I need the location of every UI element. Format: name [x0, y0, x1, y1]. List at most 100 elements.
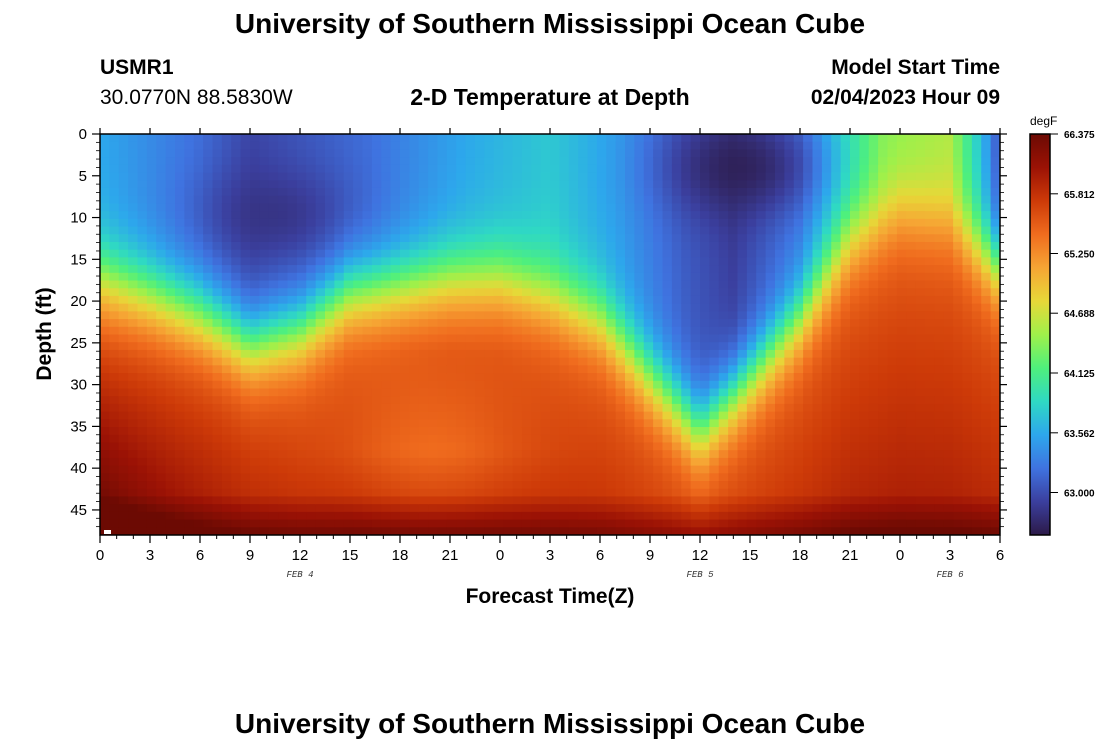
- heatmap-cell: [184, 319, 195, 328]
- heatmap-cell: [521, 157, 532, 166]
- heatmap-cell: [906, 450, 917, 459]
- heatmap-cell: [475, 457, 485, 467]
- heatmap-cell: [531, 311, 542, 320]
- heatmap-cell: [596, 396, 607, 405]
- heatmap-cell: [793, 419, 804, 428]
- heatmap-cell: [390, 319, 401, 328]
- heatmap-cell: [437, 141, 448, 151]
- heatmap-cell: [334, 226, 345, 235]
- heatmap-cell: [334, 334, 345, 343]
- heatmap-cell: [559, 334, 570, 343]
- heatmap-cell: [512, 419, 523, 428]
- heatmap-cell: [231, 257, 242, 266]
- heatmap-cell: [343, 226, 354, 235]
- heatmap-cell: [737, 511, 748, 521]
- heatmap-cell: [615, 319, 626, 328]
- heatmap-cell: [306, 303, 317, 312]
- heatmap-cell: [887, 303, 898, 312]
- heatmap-cell: [550, 419, 560, 428]
- heatmap-cell: [437, 496, 448, 505]
- heatmap-cell: [306, 187, 317, 197]
- heatmap-cell: [203, 172, 214, 181]
- heatmap-cell: [868, 334, 879, 343]
- heatmap-cell: [109, 450, 120, 459]
- heatmap-cell: [775, 241, 785, 251]
- heatmap-cell: [278, 442, 289, 451]
- heatmap-cell: [512, 473, 523, 482]
- heatmap-cell: [850, 481, 860, 490]
- heatmap-cell: [812, 141, 823, 151]
- heatmap-cell: [315, 187, 326, 197]
- heatmap-cell: [896, 396, 907, 405]
- heatmap-cell: [184, 195, 195, 204]
- heatmap-cell: [803, 511, 814, 521]
- heatmap-cell: [456, 396, 467, 405]
- heatmap-cell: [887, 334, 898, 343]
- heatmap-cell: [296, 396, 307, 405]
- heatmap-cell: [803, 396, 814, 405]
- heatmap-cell: [925, 141, 935, 151]
- heatmap-cell: [156, 141, 167, 151]
- heatmap-cell: [784, 349, 795, 359]
- heatmap-cell: [353, 265, 364, 274]
- heatmap-cell: [943, 134, 954, 143]
- heatmap-cell: [306, 527, 317, 535]
- heatmap-cell: [437, 319, 448, 328]
- heatmap-cell: [737, 272, 748, 282]
- heatmap-cell: [662, 411, 673, 420]
- heatmap-cell: [503, 164, 514, 174]
- heatmap-cell: [212, 388, 223, 397]
- heatmap-cell: [165, 427, 176, 436]
- heatmap-cell: [484, 265, 495, 274]
- heatmap-cell: [100, 403, 110, 413]
- heatmap-cell: [315, 319, 326, 328]
- heatmap-cell: [756, 326, 767, 336]
- heatmap-cell: [784, 388, 795, 397]
- heatmap-cell: [203, 457, 214, 467]
- heatmap-cell: [390, 241, 401, 251]
- heatmap-cell: [887, 326, 898, 336]
- heatmap-cell: [906, 303, 917, 312]
- heatmap-cell: [550, 218, 560, 228]
- heatmap-cell: [643, 319, 654, 328]
- heatmap-cell: [653, 450, 664, 459]
- heatmap-cell: [662, 527, 673, 535]
- heatmap-cell: [240, 496, 251, 505]
- heatmap-cell: [118, 164, 129, 174]
- heatmap-cell: [512, 180, 523, 189]
- heatmap-cell: [446, 211, 457, 220]
- heatmap-cell: [746, 272, 757, 282]
- heatmap-cell: [109, 241, 120, 251]
- heatmap-cell: [840, 241, 851, 251]
- heatmap-cell: [540, 311, 551, 320]
- heatmap-cell: [465, 257, 476, 266]
- heatmap-cell: [868, 226, 879, 235]
- heatmap-cell: [568, 488, 579, 498]
- heatmap-cell: [409, 280, 420, 289]
- heatmap-cell: [728, 319, 739, 328]
- heatmap-cell: [559, 373, 570, 382]
- heatmap-cell: [981, 373, 992, 382]
- heatmap-cell: [231, 334, 242, 343]
- heatmap-cell: [906, 241, 917, 251]
- heatmap-cell: [353, 473, 364, 482]
- heatmap-cell: [728, 496, 739, 505]
- heatmap-cell: [578, 234, 589, 243]
- heatmap-cell: [625, 450, 635, 459]
- heatmap-cell: [512, 257, 523, 266]
- heatmap-cell: [100, 319, 110, 328]
- heatmap-cell: [821, 427, 832, 436]
- heatmap-cell: [531, 419, 542, 428]
- heatmap-cell: [465, 427, 476, 436]
- heatmap-cell: [362, 141, 373, 151]
- heatmap-cell: [821, 157, 832, 166]
- heatmap-cell: [718, 427, 729, 436]
- heatmap-cell: [662, 218, 673, 228]
- heatmap-cell: [353, 349, 364, 359]
- heatmap-cell: [231, 349, 242, 359]
- heatmap-cell: [962, 319, 973, 328]
- heatmap-cell: [831, 419, 842, 428]
- heatmap-cell: [746, 349, 757, 359]
- heatmap-cell: [296, 357, 307, 366]
- heatmap-cell: [418, 134, 429, 143]
